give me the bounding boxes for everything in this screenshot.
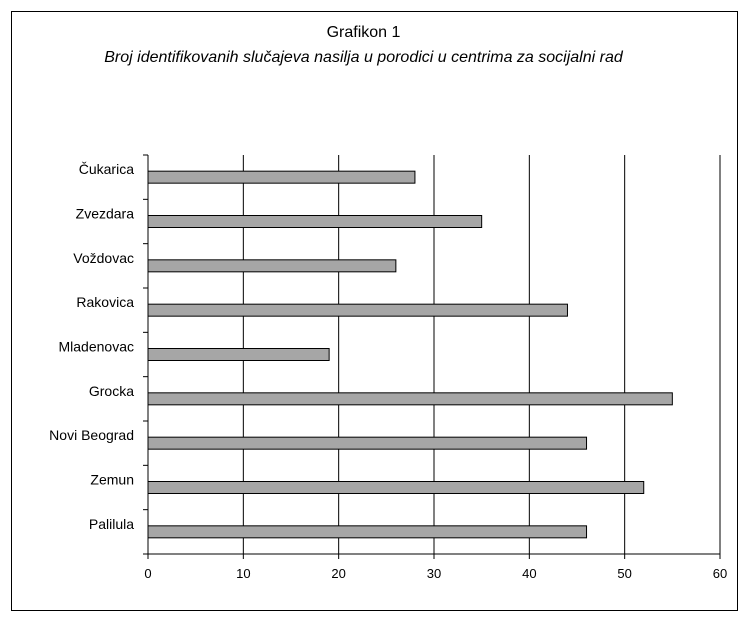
category-label: Zemun bbox=[90, 472, 134, 488]
category-label: Čukarica bbox=[79, 161, 134, 177]
bar bbox=[147, 259, 397, 273]
x-tick-label: 30 bbox=[427, 566, 441, 581]
x-tick-label: 60 bbox=[713, 566, 727, 581]
chart-subtitle: Broj identifikovanih slučajeva nasilja u… bbox=[104, 49, 623, 66]
bar bbox=[147, 481, 645, 494]
bar bbox=[147, 348, 330, 361]
x-tick-label: 50 bbox=[617, 566, 631, 581]
category-label: Palilula bbox=[89, 516, 134, 532]
chart-title: Grafikon 1 bbox=[326, 24, 401, 41]
category-label: Mladenovac bbox=[59, 339, 135, 355]
bar bbox=[147, 436, 588, 450]
x-tick-label: 20 bbox=[331, 566, 345, 581]
x-tick-label: 40 bbox=[522, 566, 536, 581]
bar bbox=[147, 170, 416, 184]
bar bbox=[147, 392, 673, 406]
x-tick-label: 0 bbox=[144, 566, 151, 581]
category-label: Voždovac bbox=[73, 250, 134, 266]
bar bbox=[147, 215, 483, 228]
bar bbox=[147, 303, 568, 317]
bar bbox=[147, 525, 588, 539]
category-label: Zvezdara bbox=[76, 206, 135, 222]
category-label: Grocka bbox=[89, 383, 134, 399]
x-tick-label: 10 bbox=[236, 566, 250, 581]
category-label: Rakovica bbox=[76, 294, 134, 310]
category-label: Novi Beograd bbox=[49, 427, 134, 443]
